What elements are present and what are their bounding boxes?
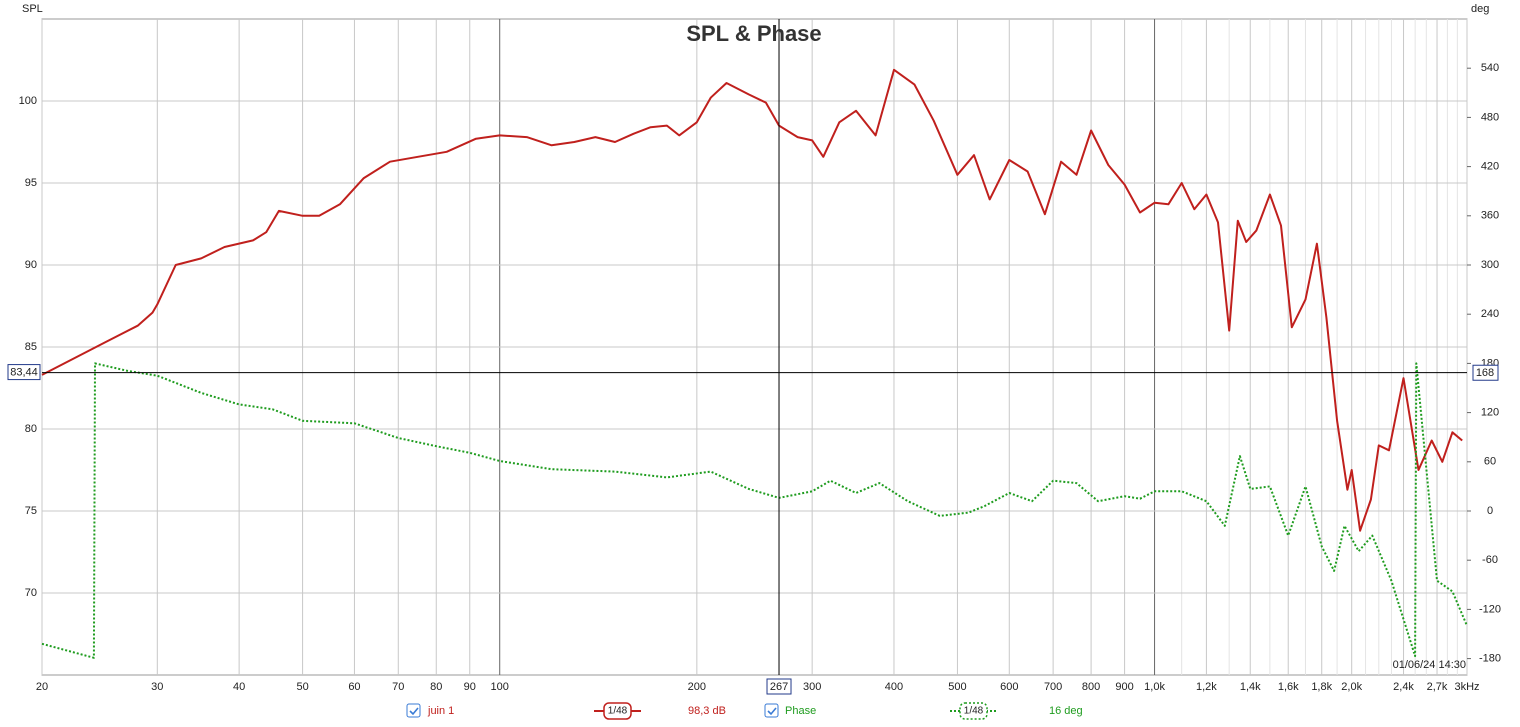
y-tick-label: 80 — [25, 423, 37, 435]
legend-smoothing-box[interactable] — [603, 702, 632, 720]
y2-tick-label: 120 — [1481, 407, 1499, 419]
y-tick-label: 95 — [25, 177, 37, 189]
y2-tick-label: 0 — [1487, 505, 1493, 517]
legend-readout: 16 deg — [1049, 705, 1083, 717]
x-tick-label: 1,2k — [1196, 681, 1217, 693]
cursor-y-label: 83,44 — [10, 366, 38, 378]
y2-tick-label: -60 — [1482, 554, 1498, 566]
y2-tick-label: 360 — [1481, 210, 1499, 222]
cursor-x-label: 267 — [770, 681, 788, 693]
y2-tick-label: 540 — [1481, 62, 1499, 74]
cursor: 267 83,44 168 — [7, 19, 1499, 695]
x-tick-label: 80 — [430, 681, 442, 693]
x-tick-label: 700 — [1044, 681, 1062, 693]
x-tick-label: 20 — [36, 681, 48, 693]
grid: 20 30 40 50 60 70 80 90 100 200 300 400 500 600 700 800… — [19, 19, 1501, 693]
y2-tick-label: 240 — [1481, 308, 1499, 320]
x-tick-label: 1,0k — [1144, 681, 1165, 693]
cursor-y2-label: 168 — [1476, 367, 1494, 379]
x-tick-label: 90 — [464, 681, 476, 693]
x-tick-label: 2,7k — [1427, 681, 1448, 693]
x-tick-label: 1,8k — [1311, 681, 1332, 693]
x-tick-label: 60 — [348, 681, 360, 693]
x-tick-label: 3kHz — [1454, 681, 1479, 693]
y-tick-label: 85 — [25, 341, 37, 353]
y2-tick-label: 480 — [1481, 111, 1499, 123]
x-tick-label: 800 — [1082, 681, 1100, 693]
legend-checkbox[interactable] — [406, 703, 421, 718]
legend-checkbox[interactable] — [764, 703, 779, 718]
x-tick-label: 2,0k — [1341, 681, 1362, 693]
legend-check — [409, 707, 419, 716]
y2-axis-label: deg — [1471, 3, 1489, 15]
chart-title: SPL & Phase — [686, 21, 821, 46]
series-line — [41, 68, 1463, 532]
cursor-y2-box — [1472, 364, 1499, 381]
legend-smoothing: 1/48 — [608, 706, 628, 717]
legend-check — [767, 707, 777, 716]
x-tick-label: 900 — [1115, 681, 1133, 693]
y-tick-label: 100 — [19, 95, 37, 107]
y-axis-label: SPL — [22, 3, 43, 15]
legend-name: juin 1 — [427, 705, 454, 717]
legend-name: Phase — [785, 705, 816, 717]
y2-tick-label: 420 — [1481, 161, 1499, 173]
x-tick-label: 300 — [803, 681, 821, 693]
x-tick-label: 1,6k — [1278, 681, 1299, 693]
legend-readout: 98,3 dB — [688, 705, 726, 717]
y-tick-label: 90 — [25, 259, 37, 271]
series-line — [41, 362, 1468, 659]
timestamp: 01/06/24 14:30 — [1393, 659, 1466, 671]
series-lines — [41, 68, 1468, 659]
x-tick-label: 1,4k — [1240, 681, 1261, 693]
x-tick-label: 400 — [885, 681, 903, 693]
x-tick-label: 50 — [296, 681, 308, 693]
x-tick-label: 2,4k — [1393, 681, 1414, 693]
x-tick-label: 600 — [1000, 681, 1018, 693]
y2-tick-label: -180 — [1479, 653, 1501, 665]
legend-smoothing: 1/48 — [964, 706, 984, 717]
x-tick-label: 500 — [948, 681, 966, 693]
legend: juin 1 1/48 98,3 dB Phase 1/48 16 deg — [406, 702, 1083, 720]
x-tick-label: 30 — [151, 681, 163, 693]
y-tick-label: 70 — [25, 587, 37, 599]
x-tick-label: 200 — [688, 681, 706, 693]
x-tick-label: 70 — [392, 681, 404, 693]
cursor-x-box — [766, 678, 792, 695]
x-tick-label: 100 — [491, 681, 509, 693]
y2-tick-label: 60 — [1484, 456, 1496, 468]
legend-smoothing-box[interactable] — [959, 702, 988, 720]
y-tick-label: 75 — [25, 505, 37, 517]
y2-tick-label: 300 — [1481, 259, 1499, 271]
cursor-y-box — [7, 364, 41, 381]
y2-tick-label: -120 — [1479, 603, 1501, 615]
x-tick-label: 40 — [233, 681, 245, 693]
